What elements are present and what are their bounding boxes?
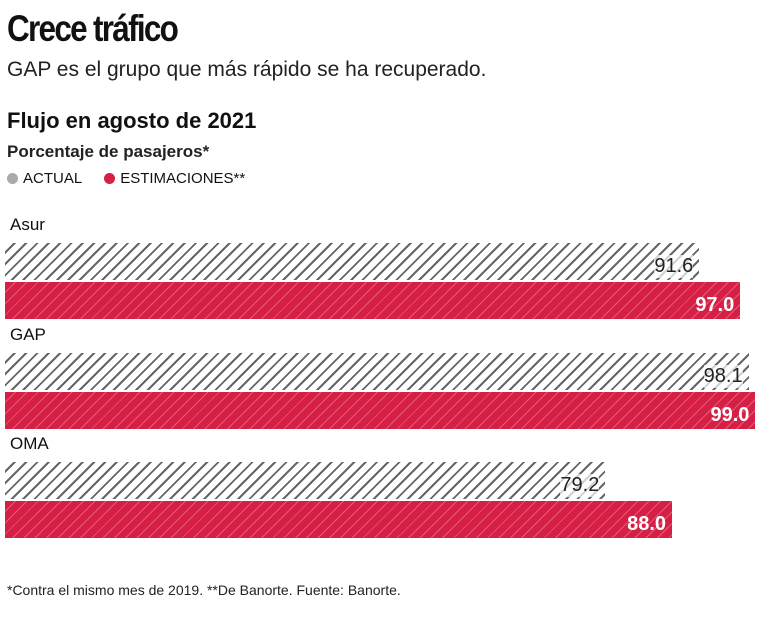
legend-label: ACTUAL [23, 170, 83, 187]
estimaciones-bar: 88.0 [5, 501, 673, 538]
actual-bar: 91.6 [5, 243, 700, 280]
data-label: 97.0 [695, 294, 735, 316]
subtitle: GAP es el grupo que más rápido se ha rec… [7, 58, 487, 81]
legend: ACTUAL ESTIMACIONES** [7, 170, 245, 187]
chart-unit: Porcentaje de pasajeros* [7, 142, 210, 161]
actual-bar: 79.2 [5, 462, 606, 499]
category-label: OMA [10, 434, 49, 453]
data-label: 79.2 [560, 474, 600, 497]
legend-dot-actual [7, 173, 18, 184]
legend-label: ESTIMACIONES** [120, 170, 246, 187]
actual-bar: 98.1 [5, 353, 749, 390]
legend-dot-estimaciones [104, 173, 116, 184]
data-label: 98.1 [703, 365, 743, 388]
headline: Crece tráfico [7, 8, 179, 49]
data-label: 88.0 [627, 513, 667, 535]
category-label: Asur [10, 215, 45, 234]
estimaciones-bar: 97.0 [5, 282, 741, 319]
chart-title: Flujo en agosto de 2021 [7, 108, 257, 133]
legend-item-estimaciones: ESTIMACIONES** [104, 170, 245, 187]
footnote: *Contra el mismo mes de 2019. **De Banor… [7, 582, 401, 598]
data-label: 91.6 [654, 255, 694, 278]
category-label: GAP [10, 325, 46, 344]
data-label: 99.0 [710, 404, 750, 426]
estimaciones-bar: 99.0 [5, 392, 756, 429]
legend-item-actual: ACTUAL [7, 170, 82, 187]
